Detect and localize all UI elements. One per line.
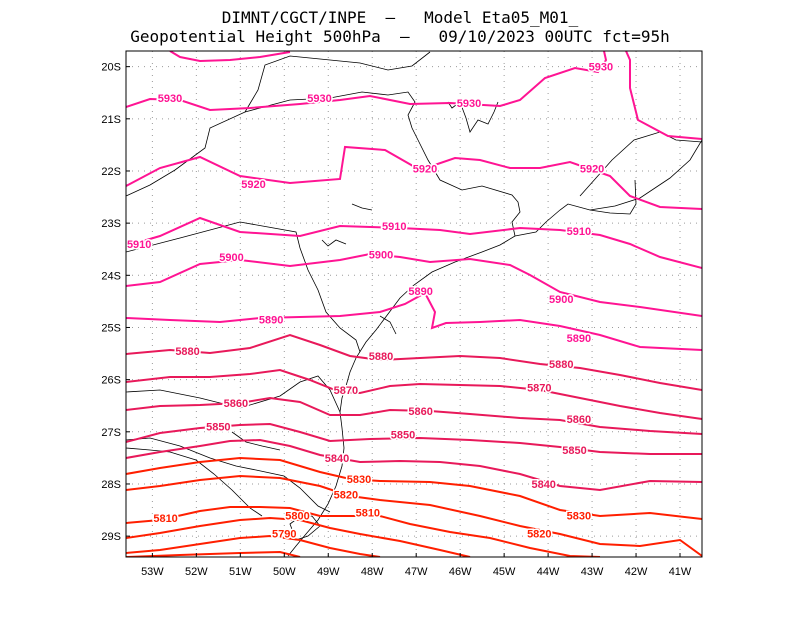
contour-label-5890: 5890 (567, 333, 591, 345)
contour-label-5820: 5820 (527, 529, 551, 541)
contour-label-5800: 5800 (285, 510, 309, 522)
lon-tick-label: 45W (493, 566, 516, 578)
coastline-east (589, 139, 702, 211)
contour-labels: 5930 5930 5930 5930 5920 5920 5920 5910 5910 5910… (125, 60, 614, 542)
country-border-arg (126, 447, 263, 517)
contour-5810 (126, 506, 601, 557)
coastline-sp (287, 235, 516, 557)
lat-tick-label: 21S (101, 114, 121, 126)
contour-label-5900: 5900 (549, 294, 573, 306)
chart-title-line-1: DIMNT/CGCT/INPE – Model Eta05_M01_ (221, 8, 579, 27)
contour-label-5930: 5930 (158, 93, 182, 105)
axis-ticks: 53W 52W 51W 50W 49W 48W 47W 46W 45W 44W 43W 42W 41W 2… (101, 62, 692, 578)
river-1 (231, 431, 281, 451)
contour-label-5810: 5810 (356, 508, 380, 520)
height-contours (126, 51, 702, 557)
contour-label-5860: 5860 (567, 414, 591, 426)
contour-label-5920: 5920 (241, 179, 265, 191)
contour-5830 (126, 456, 702, 520)
contour-5870 (126, 368, 702, 420)
contour-label-5880: 5880 (549, 359, 573, 371)
reservoir-1 (447, 101, 499, 133)
contour-label-5900: 5900 (369, 249, 393, 261)
lon-tick-label: 51W (229, 566, 252, 578)
lon-tick-label: 48W (361, 566, 384, 578)
contour-5920 (126, 145, 702, 210)
contour-5840 (126, 438, 702, 492)
contour-5900 (126, 252, 702, 317)
lat-tick-label: 22S (101, 166, 121, 178)
contour-label-5870: 5870 (527, 382, 551, 394)
lon-tick-label: 47W (405, 566, 428, 578)
contour-label-5930: 5930 (457, 98, 481, 110)
state-border-rs (126, 437, 331, 513)
contour-label-5860: 5860 (408, 406, 432, 418)
contour-label-5840: 5840 (325, 453, 349, 465)
lat-tick-label: 26S (101, 375, 121, 387)
contour-5850 (126, 422, 702, 455)
contour-label-5920: 5920 (413, 163, 437, 175)
lon-tick-label: 49W (317, 566, 340, 578)
contour-label-5900: 5900 (219, 252, 243, 264)
lon-tick-label: 53W (141, 566, 164, 578)
contour-5890 (126, 291, 702, 351)
state-border-sp-mg-north (244, 51, 431, 113)
contour-label-5880: 5880 (175, 346, 199, 358)
lat-tick-label: 27S (101, 427, 121, 439)
contour-5820 (126, 474, 702, 557)
contour-5910 (126, 216, 702, 269)
contour-label-5810: 5810 (153, 513, 177, 525)
state-border-sp-mg (126, 91, 521, 237)
lon-tick-label: 46W (449, 566, 472, 578)
lat-lon-grid (126, 51, 702, 557)
lon-tick-label: 52W (185, 566, 208, 578)
state-border-pr (126, 221, 361, 353)
contour-5860 (126, 396, 702, 435)
reservoir-3 (321, 239, 347, 247)
lat-tick-label: 24S (101, 270, 121, 282)
contour-label-5910: 5910 (567, 226, 591, 238)
contour-label-5890: 5890 (408, 286, 432, 298)
contour-label-5850: 5850 (206, 422, 230, 434)
contour-label-5910: 5910 (127, 239, 151, 251)
lon-tick-label: 41W (669, 566, 692, 578)
reservoir-2 (351, 203, 373, 211)
contour-label-5790: 5790 (272, 529, 296, 541)
contour-5790 (126, 534, 381, 557)
state-border-rj (514, 179, 637, 237)
river-2 (379, 315, 397, 335)
contour-label-5830: 5830 (347, 474, 371, 486)
contour-label-5830: 5830 (567, 510, 591, 522)
lat-tick-label: 28S (101, 479, 121, 491)
contour-label-5870: 5870 (334, 385, 358, 397)
contour-label-5850: 5850 (391, 429, 415, 441)
contour-label-5930: 5930 (589, 62, 613, 74)
contour-5800 (126, 516, 471, 557)
lon-tick-label: 44W (537, 566, 560, 578)
contour-5880 (126, 333, 702, 391)
contour-label-5840: 5840 (531, 479, 555, 491)
lat-tick-label: 23S (101, 218, 121, 230)
contour-label-5860: 5860 (224, 398, 248, 410)
map-frame (125, 50, 703, 558)
chart-title-line-2: Geopotential Height 500hPa – 09/10/2023 … (130, 27, 670, 46)
lat-tick-label: 29S (101, 531, 121, 543)
contour-label-5850: 5850 (562, 445, 586, 457)
contour-label-5820: 5820 (334, 489, 358, 501)
lon-tick-label: 50W (273, 566, 296, 578)
contour-label-5880: 5880 (369, 351, 393, 363)
state-border-es (579, 131, 702, 197)
contour-5930-a (126, 51, 608, 112)
contour-5930-b (169, 51, 291, 63)
contour-5930-c (625, 51, 702, 140)
lon-tick-label: 43W (581, 566, 604, 578)
contour-label-5930: 5930 (307, 93, 331, 105)
lon-tick-label: 42W (625, 566, 648, 578)
contour-label-5910: 5910 (382, 221, 406, 233)
lat-tick-label: 20S (101, 62, 121, 74)
contour-label-5920: 5920 (580, 163, 604, 175)
lat-tick-label: 25S (101, 322, 121, 334)
contour-label-5890: 5890 (259, 315, 283, 327)
